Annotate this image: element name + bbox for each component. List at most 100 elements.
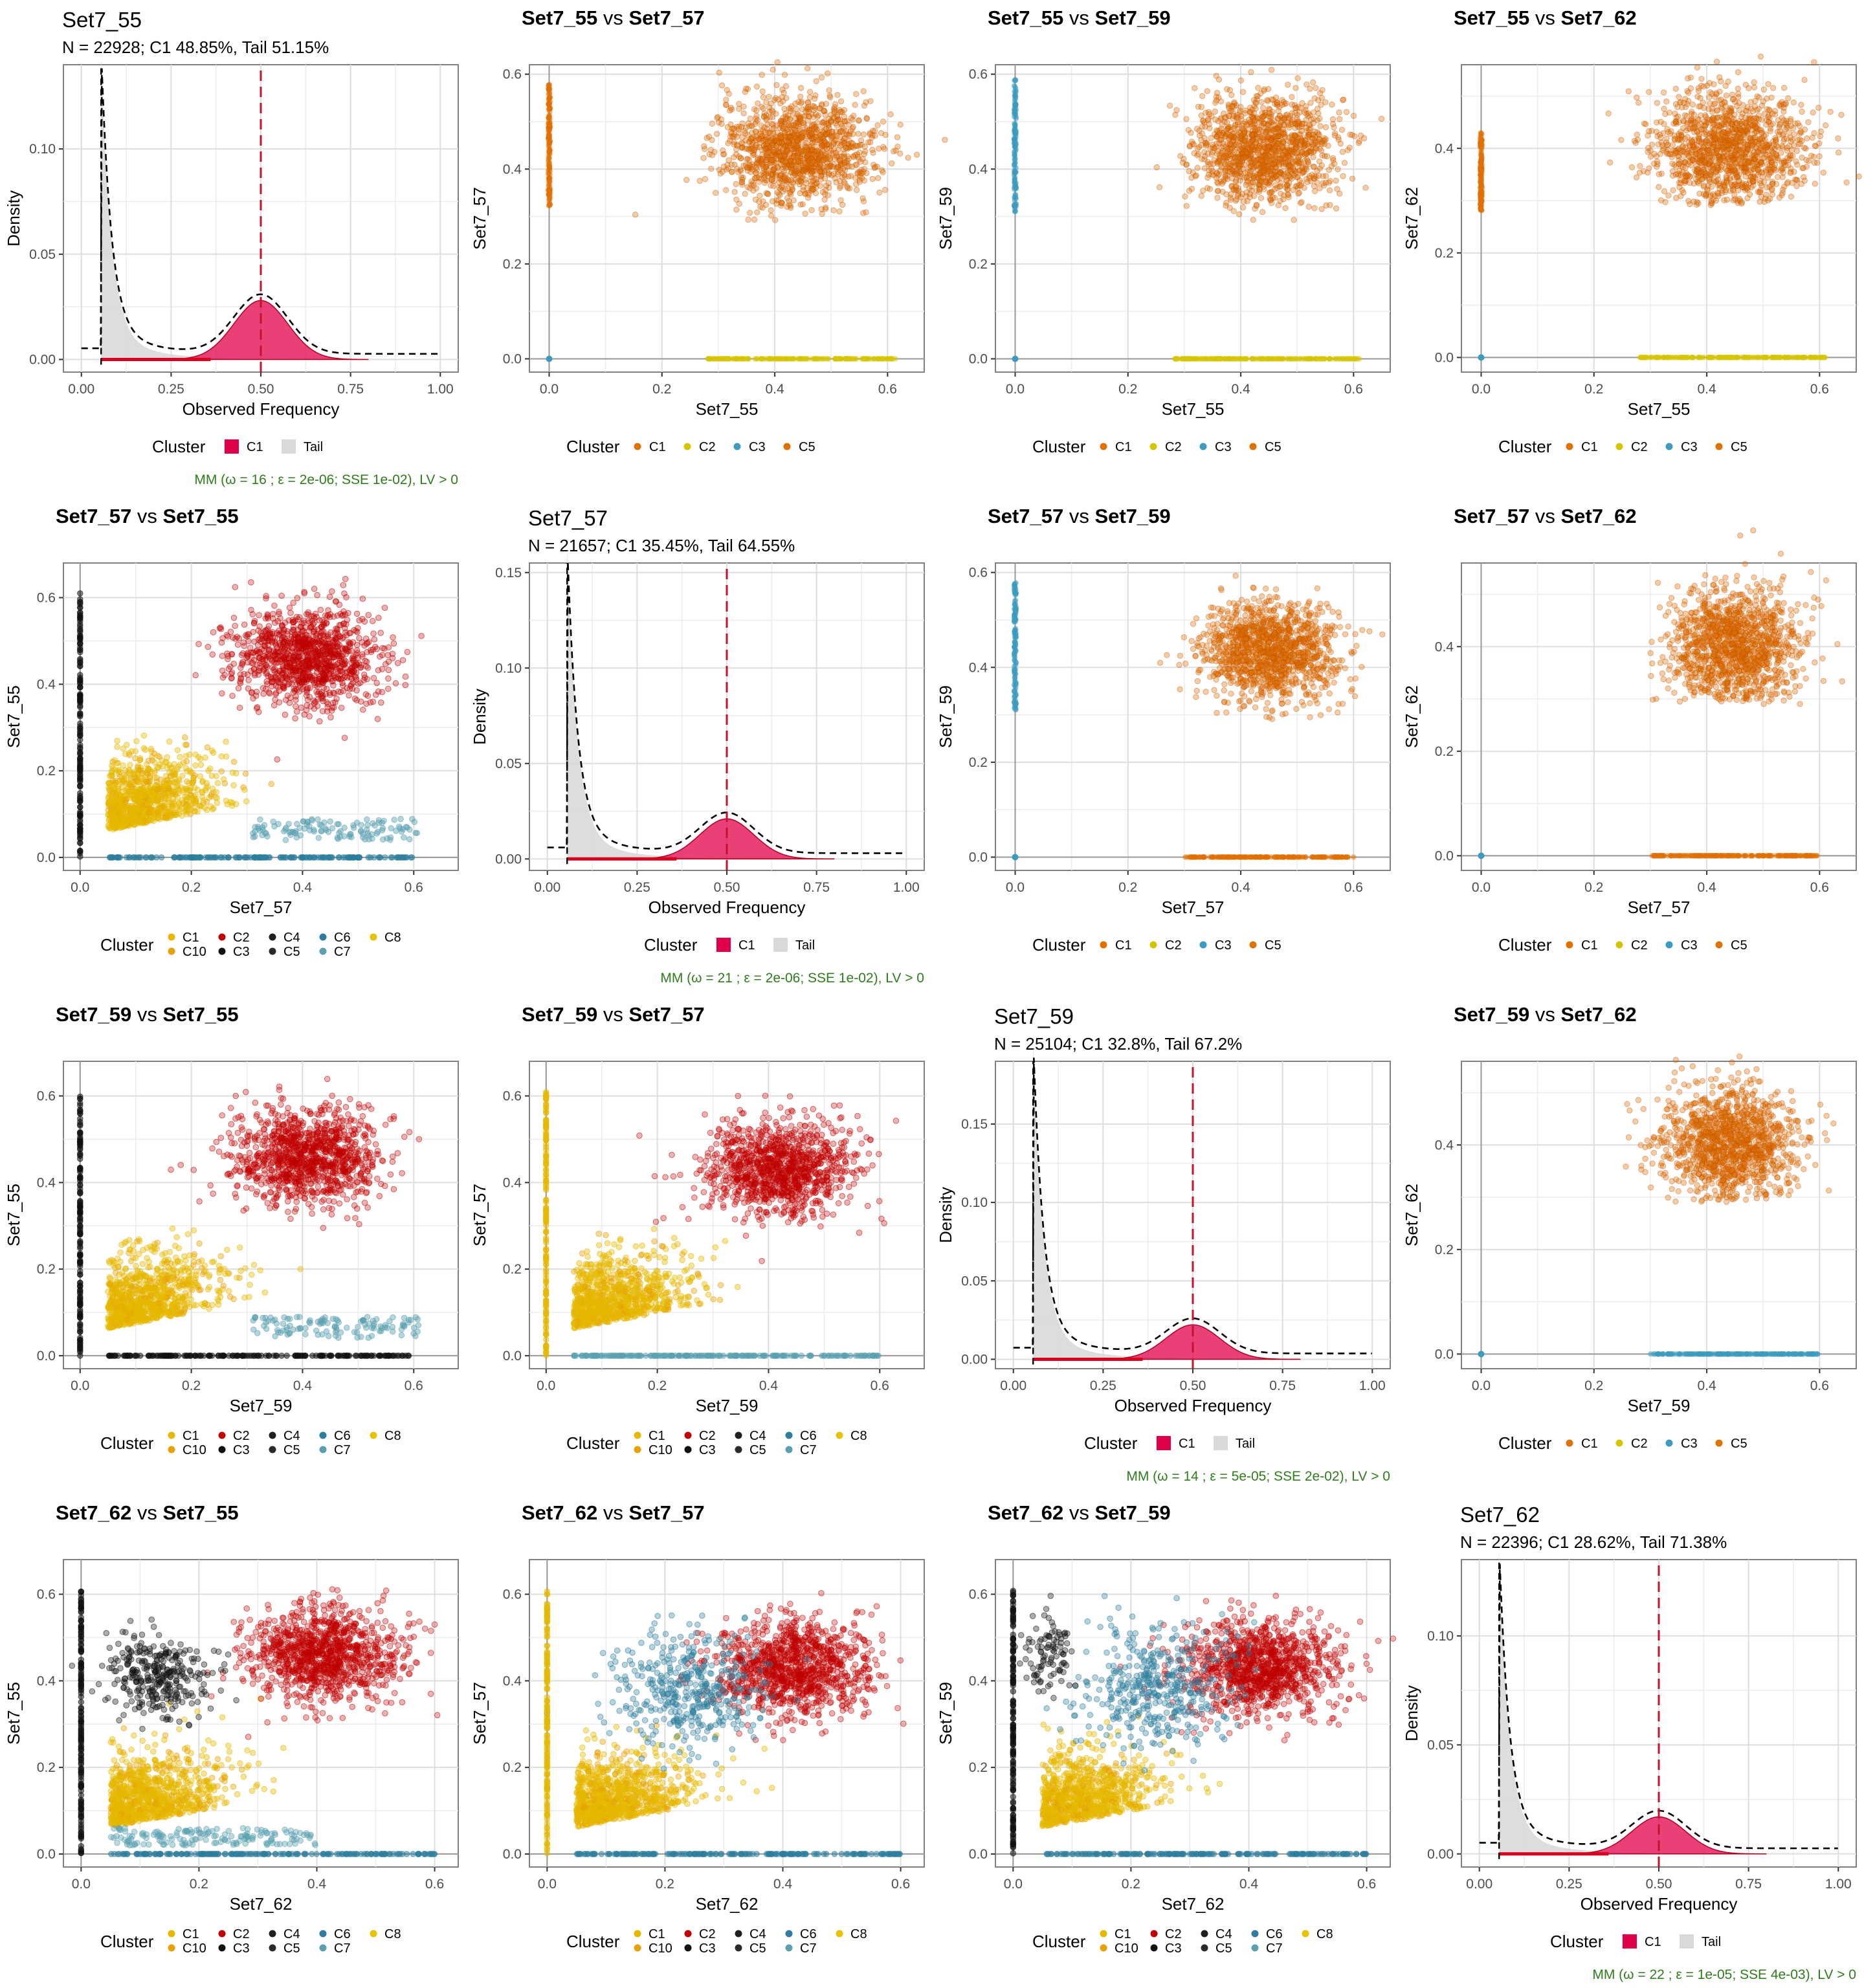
point-C2 — [1682, 355, 1688, 360]
point-C1 — [1329, 155, 1337, 162]
point-C1 — [546, 163, 553, 169]
point-C1 — [894, 143, 901, 150]
point-C1 — [876, 145, 882, 152]
point-C2 — [1269, 356, 1276, 362]
y-tick-label: 0.0 — [969, 351, 988, 366]
point-C1 — [1291, 149, 1298, 156]
point-C1 — [767, 157, 773, 163]
point-C1 — [1759, 173, 1766, 181]
point-C1 — [1258, 195, 1265, 201]
point-C1 — [1278, 170, 1284, 176]
point-C1 — [727, 121, 734, 128]
point-C1 — [804, 190, 811, 197]
point-C1 — [1250, 179, 1256, 186]
point-C1 — [1226, 132, 1233, 138]
point-C1 — [1294, 157, 1301, 164]
point-C1 — [1257, 138, 1263, 144]
point-C1 — [793, 105, 800, 113]
point-C1 — [803, 140, 810, 146]
point-C1 — [863, 115, 871, 122]
point-C1 — [713, 131, 720, 137]
point-C1 — [760, 94, 767, 100]
point-C1 — [725, 140, 731, 146]
point-C1 — [1346, 144, 1353, 151]
point-C1 — [842, 118, 849, 125]
point-C1 — [783, 181, 790, 187]
point-C1 — [818, 74, 825, 81]
point-C1 — [827, 94, 834, 101]
point-C1 — [1781, 108, 1787, 115]
point-C1 — [1191, 150, 1197, 157]
point-C1 — [1227, 160, 1234, 168]
point-C1 — [546, 106, 552, 112]
point-C1 — [1212, 100, 1219, 106]
point-C1 — [1801, 76, 1808, 83]
point-C1 — [786, 151, 793, 157]
point-C2 — [1285, 356, 1291, 362]
point-C1 — [768, 207, 774, 214]
point-C1 — [759, 71, 765, 78]
point-C1 — [718, 82, 726, 89]
point-C1 — [1478, 142, 1483, 148]
point-C1 — [1259, 113, 1267, 120]
point-C1 — [1714, 176, 1722, 182]
point-C1 — [817, 176, 824, 183]
point-C1 — [1817, 133, 1824, 140]
point-C1 — [795, 135, 803, 142]
point-C1 — [770, 67, 776, 73]
point-C2 — [1184, 356, 1190, 362]
point-C1 — [1313, 145, 1320, 152]
point-C1 — [763, 177, 770, 184]
title-series-a: Set7_55 — [1454, 6, 1529, 29]
point-C1 — [1378, 115, 1385, 122]
point-C1 — [1718, 105, 1725, 111]
point-C1 — [1478, 203, 1484, 209]
point-C1 — [758, 122, 764, 129]
point-C1 — [805, 109, 812, 115]
panel-title: Set7_55 — [62, 8, 142, 32]
point-C1 — [1478, 177, 1484, 183]
x-tick-label: 0.4 — [1231, 382, 1250, 397]
point-C1 — [696, 177, 703, 184]
point-C1 — [1225, 124, 1232, 130]
point-C1 — [1735, 69, 1742, 76]
point-C1 — [1763, 121, 1770, 128]
point-C1 — [748, 169, 754, 175]
point-C1 — [792, 145, 798, 151]
point-C1 — [1337, 116, 1343, 122]
point-C1 — [861, 177, 868, 184]
point-C1 — [1237, 193, 1244, 201]
point-C1 — [1321, 140, 1327, 148]
point-C1 — [739, 176, 746, 183]
point-C1 — [1658, 118, 1664, 125]
point-C1 — [779, 166, 786, 172]
point-C1 — [742, 190, 748, 197]
point-C1 — [1204, 184, 1211, 192]
point-C1 — [1318, 206, 1325, 212]
point-C1 — [1247, 159, 1254, 165]
point-C1 — [828, 129, 836, 135]
point-C1 — [855, 131, 861, 137]
point-C1 — [1795, 120, 1801, 127]
point-C1 — [1199, 123, 1206, 130]
point-C1 — [749, 180, 757, 186]
point-C1 — [1186, 168, 1192, 175]
point-C1 — [768, 100, 775, 107]
point-C1 — [749, 151, 757, 159]
point-C1 — [841, 118, 848, 125]
point-C1 — [762, 146, 770, 152]
point-C1 — [804, 65, 811, 72]
point-C1 — [1334, 186, 1340, 192]
point-C1 — [1198, 104, 1205, 111]
point-C1 — [808, 207, 815, 214]
point-C1 — [1716, 157, 1723, 163]
panel-subtitle: N = 22928; C1 48.85%, Tail 51.15% — [62, 38, 329, 57]
point-C1 — [1237, 177, 1243, 184]
point-C1 — [753, 135, 760, 141]
y-tick-label: 0.05 — [29, 247, 56, 262]
point-C1 — [787, 157, 794, 164]
point-C1 — [1809, 135, 1815, 141]
point-C1 — [1343, 109, 1350, 115]
point-C1 — [889, 160, 895, 167]
point-C1 — [834, 122, 840, 129]
